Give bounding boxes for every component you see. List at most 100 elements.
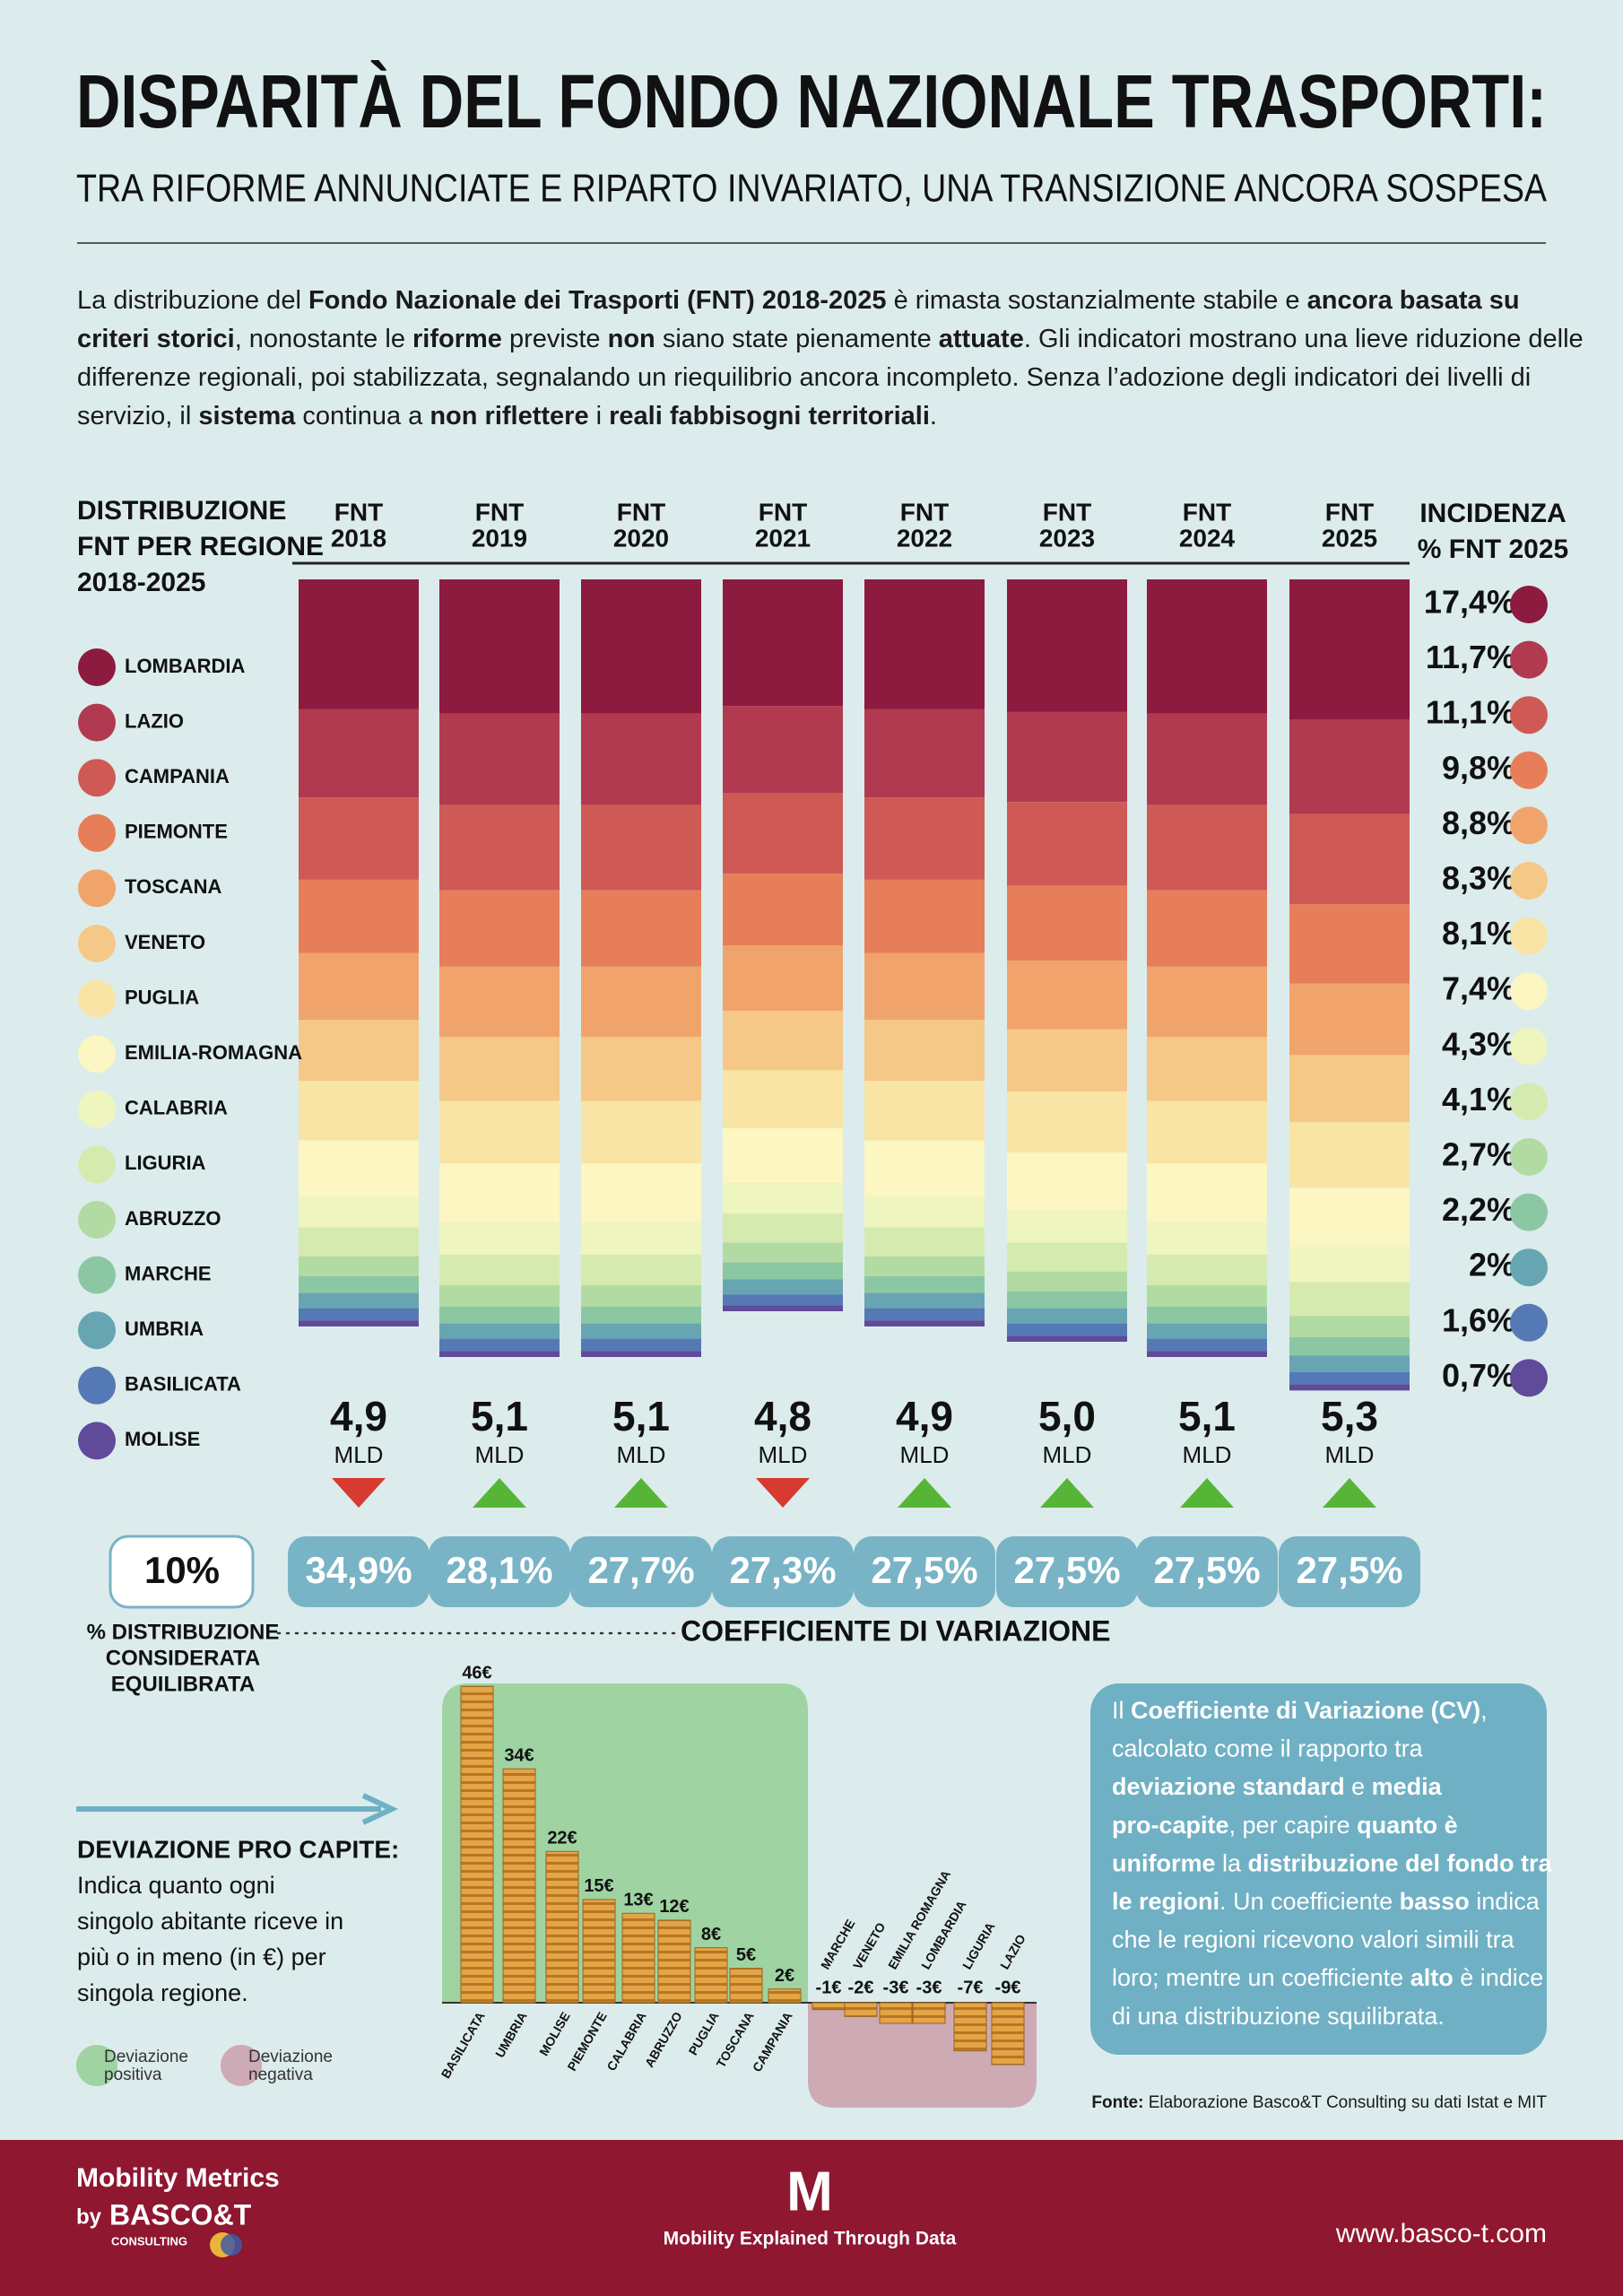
bar-segment bbox=[299, 1275, 419, 1293]
bar-segment bbox=[581, 1306, 701, 1324]
legend-swatch bbox=[78, 925, 116, 962]
bar-segment bbox=[581, 1222, 701, 1256]
bar-segment bbox=[581, 1100, 701, 1164]
trend-arrow bbox=[898, 1478, 951, 1508]
share-label: 2% bbox=[1469, 1247, 1515, 1283]
bar-segment bbox=[1007, 1308, 1127, 1324]
cv-label: 27,5% bbox=[1296, 1549, 1402, 1591]
legend-label: PIEMONTE bbox=[125, 821, 228, 843]
intro-line-run: , nonostante le bbox=[235, 325, 412, 353]
note-line-run: e bbox=[1345, 1773, 1372, 1800]
intro-line-run: i bbox=[589, 402, 610, 430]
note-line-run: di una distribuzione squilibrata. bbox=[1112, 2003, 1445, 2030]
bar-segment bbox=[1007, 1271, 1127, 1292]
bar-segment bbox=[299, 1320, 419, 1326]
footer-logo: M bbox=[786, 2161, 833, 2222]
bar-segment bbox=[1147, 713, 1267, 805]
cv-label: 27,3% bbox=[729, 1549, 836, 1591]
footer-url: www.basco-t.com bbox=[1335, 2219, 1547, 2248]
intro-line-run: La distribuzione del bbox=[77, 286, 308, 315]
note-line-run: Il bbox=[1112, 1697, 1131, 1724]
share-dot bbox=[1510, 1359, 1548, 1397]
share-dot bbox=[1510, 751, 1548, 789]
bar-segment bbox=[1147, 1285, 1267, 1307]
bar-segment bbox=[864, 1081, 985, 1141]
total-unit: MLD bbox=[1325, 1441, 1375, 1468]
share-label: 7,4% bbox=[1442, 970, 1515, 1007]
note-line: pro-capite, per capire quanto è bbox=[1112, 1812, 1458, 1839]
bar-segment bbox=[1289, 1187, 1410, 1248]
intro-line-run: differenze regionali, poi stabilizzata, … bbox=[77, 363, 1531, 392]
trend-arrow bbox=[332, 1478, 386, 1508]
bar-segment bbox=[581, 966, 701, 1037]
bar-segment bbox=[864, 879, 985, 953]
bar-segment bbox=[864, 709, 985, 798]
coin-value: 22€ bbox=[547, 1829, 577, 1848]
intro-line: servizio, il sistema continua a non rifl… bbox=[77, 402, 937, 430]
intro-line-run: reali fabbisogni territoriali bbox=[609, 402, 930, 430]
bar-segment bbox=[1007, 885, 1127, 961]
intro-line-run: previste bbox=[502, 325, 608, 353]
bar-segment bbox=[864, 1140, 985, 1197]
bar-segment bbox=[1147, 804, 1267, 891]
cv-label: 27,5% bbox=[871, 1549, 977, 1591]
bar-segment bbox=[439, 1163, 560, 1223]
coin-value: -3€ bbox=[916, 1978, 942, 1997]
share-label: 9,8% bbox=[1442, 749, 1515, 786]
share-label: 2,7% bbox=[1442, 1136, 1515, 1173]
legend-label: LIGURIA bbox=[125, 1152, 206, 1174]
coin-stack bbox=[953, 2002, 987, 2052]
share-dot bbox=[1510, 640, 1548, 679]
intro-line: criteri storici, nonostante le riforme p… bbox=[77, 325, 1584, 353]
bar-segment bbox=[299, 952, 419, 1021]
bar-segment bbox=[299, 1020, 419, 1082]
note-line: loro; mentre un coefficiente alto è indi… bbox=[1112, 1964, 1543, 1991]
year-label: FNT bbox=[475, 498, 524, 526]
trend-arrow bbox=[756, 1478, 810, 1508]
trend-arrow bbox=[1323, 1478, 1376, 1508]
bar-segment bbox=[1289, 1247, 1410, 1283]
legend-swatch bbox=[78, 1090, 116, 1128]
share-title: INCIDENZA bbox=[1419, 499, 1566, 528]
reference-box bbox=[108, 1535, 255, 1609]
coin-stack bbox=[657, 1919, 691, 2004]
bar-segment bbox=[1007, 711, 1127, 803]
coin-value: 2€ bbox=[775, 1966, 794, 1986]
legend-label: MOLISE bbox=[125, 1428, 200, 1450]
bar-segment bbox=[581, 1338, 701, 1352]
bar-segment bbox=[439, 890, 560, 967]
bar-segment bbox=[1147, 1351, 1267, 1357]
note-line-run: , per capire bbox=[1229, 1812, 1358, 1839]
total-unit: MLD bbox=[475, 1441, 525, 1468]
footer-company: BASCO&T bbox=[109, 2198, 252, 2231]
intro-line-run: . Gli indicatori mostrano una lieve ridu… bbox=[1024, 325, 1584, 353]
bar-segment bbox=[723, 706, 843, 793]
bar-segment bbox=[1147, 1306, 1267, 1324]
footer-logo-dot bbox=[221, 2234, 242, 2256]
cv-title: COEFFICIENTE DI VARIAZIONE bbox=[681, 1614, 1110, 1647]
intro-line-run: siano state pienamente bbox=[655, 325, 939, 353]
note-line-run: basso bbox=[1400, 1888, 1470, 1915]
coin-stack bbox=[694, 1947, 728, 2004]
bar-segment bbox=[723, 1305, 843, 1311]
note-line-run: , bbox=[1480, 1697, 1488, 1724]
total-label: 5,3 bbox=[1321, 1393, 1378, 1439]
legend-swatch bbox=[78, 703, 116, 742]
trend-arrow bbox=[614, 1478, 668, 1508]
coin-value: -1€ bbox=[816, 1978, 842, 1997]
intro-line-run: non riflettere bbox=[430, 402, 588, 430]
note-line-run: pro-capite bbox=[1112, 1812, 1229, 1839]
footer-tagline: Mobility Explained Through Data bbox=[664, 2229, 957, 2249]
share-label: 17,4% bbox=[1424, 584, 1515, 621]
cv-box bbox=[288, 1536, 430, 1607]
bar-segment bbox=[299, 1196, 419, 1228]
bar-segment bbox=[299, 1292, 419, 1309]
deviation-description: più o in meno (in €) per bbox=[77, 1944, 326, 1970]
total-label: 4,8 bbox=[754, 1393, 812, 1439]
bar-segment bbox=[864, 1256, 985, 1276]
legend-swatch bbox=[78, 869, 116, 908]
bar-segment bbox=[439, 1255, 560, 1286]
share-dot bbox=[1510, 917, 1548, 955]
bar-segment bbox=[1147, 1037, 1267, 1101]
note-line-run: deviazione standard bbox=[1112, 1773, 1345, 1800]
